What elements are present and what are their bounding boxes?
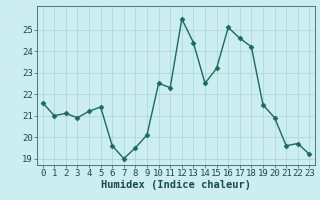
X-axis label: Humidex (Indice chaleur): Humidex (Indice chaleur) xyxy=(101,180,251,190)
